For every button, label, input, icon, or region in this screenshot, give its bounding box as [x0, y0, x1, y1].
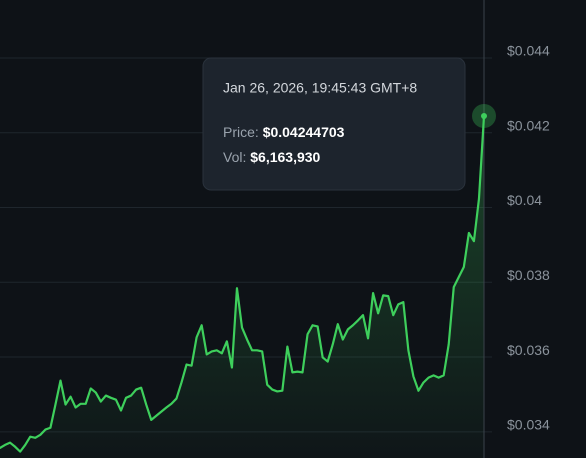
y-tick-label: $0.04 — [507, 192, 542, 208]
tooltip-value: $0.04244703 — [263, 124, 345, 140]
y-tick-label: $0.036 — [507, 342, 550, 358]
tooltip-box — [202, 57, 466, 191]
tooltip-label: Vol: — [223, 149, 246, 165]
y-tick-label: $0.042 — [507, 117, 550, 133]
plot — [0, 0, 496, 458]
tooltip: Jan 26, 2026, 19:45:43 GMT+8 Price: $0.0… — [202, 57, 466, 191]
hover-point — [481, 113, 487, 120]
area — [0, 116, 484, 458]
tooltip-row: Vol: $6,163,930 — [223, 149, 321, 165]
price-line — [0, 114, 486, 453]
tooltip-row: Price: $0.04244703 — [223, 124, 345, 140]
y-tick-label: $0.044 — [507, 43, 550, 59]
tooltip-label: Price: — [223, 124, 259, 140]
y-axis: $0.034 $0.036 $0.038 $0.04 $0.042 $0.044 — [507, 43, 550, 433]
tooltip-title: Jan 26, 2026, 19:45:43 GMT+8 — [223, 80, 417, 96]
y-tick-label: $0.034 — [507, 417, 550, 433]
y-tick-label: $0.038 — [507, 267, 550, 283]
tooltip-value: $6,163,930 — [250, 149, 320, 165]
